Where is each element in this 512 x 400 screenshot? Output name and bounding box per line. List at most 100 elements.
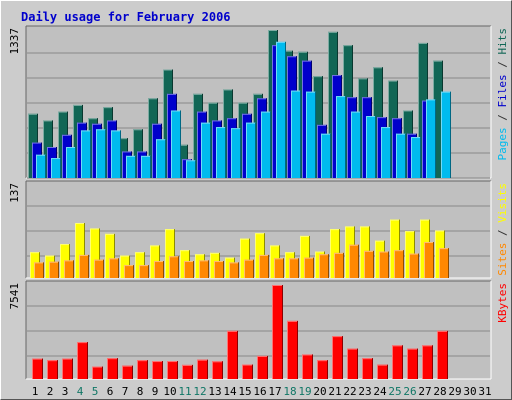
x-tick-day-1: 1 bbox=[32, 385, 39, 398]
bar-sites-day-20 bbox=[319, 254, 329, 278]
bar-pages-day-20 bbox=[321, 133, 331, 178]
bar-pages-day-4 bbox=[81, 130, 91, 178]
bar-kbytes-day-8 bbox=[137, 360, 148, 379]
x-tick-day-24: 24 bbox=[373, 385, 387, 398]
bar-kbytes-day-7 bbox=[122, 365, 133, 379]
bar-visits-day-15 bbox=[240, 238, 250, 278]
legend-label-hits-files-pages-1: / bbox=[496, 108, 509, 128]
chart-title: Daily usage for February 2006 bbox=[21, 10, 231, 24]
legend-label-hits-files-pages-2: Files bbox=[496, 74, 509, 107]
bar-kbytes-day-20 bbox=[317, 360, 328, 379]
x-tick-day-11: 11 bbox=[178, 385, 191, 398]
bar-sites-day-26 bbox=[409, 253, 419, 278]
bar-sites-day-17 bbox=[274, 258, 284, 278]
bar-sites-day-21 bbox=[334, 252, 344, 278]
bar-sites-day-10 bbox=[169, 256, 179, 278]
bar-pages-day-12 bbox=[201, 122, 211, 178]
bar-kbytes-day-11 bbox=[182, 364, 193, 379]
bar-kbytes-day-18 bbox=[287, 320, 298, 379]
bar-pages-day-6 bbox=[111, 130, 121, 178]
bar-kbytes-day-4 bbox=[77, 342, 88, 379]
bar-pages-day-15 bbox=[246, 122, 256, 178]
bar-kbytes-day-9 bbox=[152, 361, 163, 379]
bar-kbytes-day-6 bbox=[107, 358, 118, 379]
bar-sites-day-22 bbox=[349, 244, 359, 278]
bar-pages-day-2 bbox=[51, 158, 61, 178]
bar-kbytes-day-25 bbox=[392, 345, 403, 379]
bar-pages-day-9 bbox=[156, 139, 166, 178]
legend-kbytes: KBytes bbox=[496, 283, 509, 323]
bar-sites-day-3 bbox=[64, 260, 74, 278]
bar-pages-day-17 bbox=[276, 41, 286, 179]
bar-kbytes-day-19 bbox=[302, 354, 313, 379]
bar-visits-day-25 bbox=[390, 219, 400, 278]
bar-kbytes-day-23 bbox=[362, 358, 373, 379]
bar-pages-day-21 bbox=[336, 96, 346, 178]
bar-sites-day-27 bbox=[424, 242, 434, 278]
x-tick-day-30: 30 bbox=[463, 385, 476, 398]
legend-label-hits-files-pages-3: / bbox=[496, 55, 509, 75]
legend-visits-sites: Sites / Visits bbox=[496, 183, 509, 276]
bar-pages-day-13 bbox=[216, 127, 226, 178]
x-tick-day-4: 4 bbox=[77, 385, 84, 398]
x-tick-day-12: 12 bbox=[193, 385, 206, 398]
bar-sites-day-19 bbox=[304, 257, 314, 278]
legend-label-visits-sites-2: Visits bbox=[496, 183, 509, 223]
bar-visits-day-10 bbox=[165, 229, 175, 278]
bar-kbytes-day-27 bbox=[422, 345, 433, 379]
bar-sites-day-9 bbox=[154, 261, 164, 278]
bar-kbytes-day-2 bbox=[47, 360, 58, 379]
bar-sites-day-18 bbox=[289, 258, 299, 278]
bar-sites-day-28 bbox=[439, 248, 449, 278]
legend-label-hits-files-pages-0: Pages bbox=[496, 127, 509, 160]
bar-pages-day-25 bbox=[396, 133, 406, 178]
bar-pages-day-1 bbox=[36, 154, 46, 178]
x-tick-day-3: 3 bbox=[62, 385, 69, 398]
bar-kbytes-day-17 bbox=[272, 285, 283, 379]
bar-pages-day-14 bbox=[231, 128, 241, 178]
bar-kbytes-day-1 bbox=[32, 358, 43, 379]
bar-pages-day-7 bbox=[126, 155, 136, 178]
x-tick-day-6: 6 bbox=[107, 385, 114, 398]
bar-pages-day-19 bbox=[306, 91, 316, 178]
bar-pages-day-5 bbox=[96, 129, 106, 178]
x-tick-day-21: 21 bbox=[328, 385, 341, 398]
bar-pages-day-11 bbox=[186, 160, 196, 178]
bar-sites-day-4 bbox=[79, 254, 89, 278]
bar-pages-day-26 bbox=[411, 137, 421, 178]
x-tick-day-17: 17 bbox=[268, 385, 281, 398]
x-tick-day-19: 19 bbox=[298, 385, 311, 398]
bar-pages-day-27 bbox=[426, 99, 436, 178]
x-tick-day-26: 26 bbox=[403, 385, 416, 398]
bar-kbytes-day-26 bbox=[407, 348, 418, 379]
bar-kbytes-day-12 bbox=[197, 359, 208, 379]
x-tick-day-15: 15 bbox=[238, 385, 251, 398]
x-tick-day-18: 18 bbox=[283, 385, 296, 398]
bar-sites-day-15 bbox=[244, 259, 254, 278]
bar-sites-day-14 bbox=[229, 262, 239, 278]
legend-label-visits-sites-0: Sites bbox=[496, 243, 509, 276]
bar-kbytes-day-14 bbox=[227, 330, 238, 379]
bar-pages-day-23 bbox=[366, 116, 376, 178]
y-max-label-kbytes: 7541 bbox=[8, 283, 21, 310]
bar-kbytes-day-10 bbox=[167, 361, 178, 379]
bar-pages-day-28 bbox=[441, 91, 451, 178]
x-tick-day-22: 22 bbox=[343, 385, 356, 398]
bar-sites-day-12 bbox=[199, 260, 209, 278]
bar-sites-day-11 bbox=[184, 261, 194, 278]
bar-sites-day-7 bbox=[124, 265, 134, 278]
bar-visits-day-4 bbox=[75, 223, 85, 278]
bar-sites-day-23 bbox=[364, 250, 374, 278]
bar-sites-day-6 bbox=[109, 258, 119, 278]
bar-pages-day-3 bbox=[66, 147, 76, 178]
y-max-label-visits-sites: 137 bbox=[8, 183, 21, 203]
x-tick-day-20: 20 bbox=[313, 385, 326, 398]
bar-sites-day-13 bbox=[214, 261, 224, 278]
bar-pages-day-22 bbox=[351, 111, 361, 178]
bar-visits-day-6 bbox=[105, 233, 115, 278]
legend-label-hits-files-pages-4: Hits bbox=[496, 28, 509, 55]
legend-label-kbytes-0: KBytes bbox=[496, 283, 509, 323]
x-tick-day-10: 10 bbox=[163, 385, 176, 398]
x-tick-day-8: 8 bbox=[137, 385, 144, 398]
